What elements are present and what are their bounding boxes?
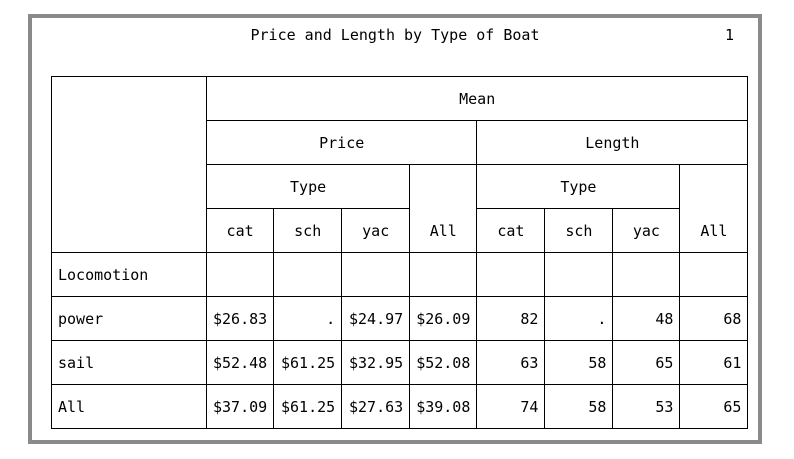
price-header: Price bbox=[205, 120, 478, 165]
empty-cell bbox=[679, 252, 749, 297]
stat-header: Mean bbox=[205, 76, 749, 121]
row-var-label: Locomotion bbox=[51, 252, 207, 297]
length-cell: . bbox=[544, 296, 614, 341]
length-cell: 53 bbox=[612, 384, 681, 429]
row-label: power bbox=[51, 296, 207, 341]
price-cell: $32.95 bbox=[341, 340, 411, 385]
length-cell: 58 bbox=[544, 340, 614, 385]
empty-cell bbox=[341, 252, 411, 297]
length-cell: 65 bbox=[679, 384, 749, 429]
length-type-yac: yac bbox=[612, 208, 681, 253]
price-cell: $26.83 bbox=[205, 296, 275, 341]
price-type-cat: cat bbox=[205, 208, 275, 253]
table-row: sail $52.48 $61.25 $32.95 $52.08 63 58 6… bbox=[51, 340, 749, 385]
price-type-header: Type bbox=[205, 164, 411, 209]
length-cell: 68 bbox=[679, 296, 749, 341]
empty-cell bbox=[409, 252, 478, 297]
length-cell: 63 bbox=[476, 340, 546, 385]
price-cell: $27.63 bbox=[341, 384, 411, 429]
empty-cell bbox=[544, 252, 614, 297]
price-type-yac: yac bbox=[341, 208, 411, 253]
table-row: power $26.83 . $24.97 $26.09 82 . 48 68 bbox=[51, 296, 749, 341]
summary-table: Mean Price Length Type All Type All cat … bbox=[51, 76, 749, 429]
empty-cell bbox=[612, 252, 681, 297]
price-cell: $39.08 bbox=[409, 384, 478, 429]
length-type-cat: cat bbox=[476, 208, 546, 253]
price-type-sch: sch bbox=[273, 208, 343, 253]
price-cell: $61.25 bbox=[273, 340, 343, 385]
length-cell: 61 bbox=[679, 340, 749, 385]
report-title: Price and Length by Type of Boat bbox=[250, 26, 540, 44]
length-cell: 74 bbox=[476, 384, 546, 429]
price-cell: $52.48 bbox=[205, 340, 275, 385]
table-row: All $37.09 $61.25 $27.63 $39.08 74 58 53… bbox=[51, 384, 749, 429]
row-label: All bbox=[51, 384, 207, 429]
empty-cell bbox=[476, 252, 546, 297]
price-cell: $52.08 bbox=[409, 340, 478, 385]
price-cell: $37.09 bbox=[205, 384, 275, 429]
length-type-header: Type bbox=[476, 164, 681, 209]
price-all-header: All bbox=[409, 164, 478, 253]
length-all-header: All bbox=[679, 164, 749, 253]
length-cell: 82 bbox=[476, 296, 546, 341]
price-cell: . bbox=[273, 296, 343, 341]
price-cell: $24.97 bbox=[341, 296, 411, 341]
row-label: sail bbox=[51, 340, 207, 385]
length-cell: 48 bbox=[612, 296, 681, 341]
length-type-sch: sch bbox=[544, 208, 614, 253]
corner-cell bbox=[51, 76, 207, 253]
empty-cell bbox=[205, 252, 275, 297]
empty-cell bbox=[273, 252, 343, 297]
page-number: 1 bbox=[724, 26, 734, 44]
length-cell: 58 bbox=[544, 384, 614, 429]
length-cell: 65 bbox=[612, 340, 681, 385]
length-header: Length bbox=[476, 120, 749, 165]
price-cell: $26.09 bbox=[409, 296, 478, 341]
price-cell: $61.25 bbox=[273, 384, 343, 429]
report-frame: Price and Length by Type of Boat 1 Mean … bbox=[28, 14, 762, 444]
